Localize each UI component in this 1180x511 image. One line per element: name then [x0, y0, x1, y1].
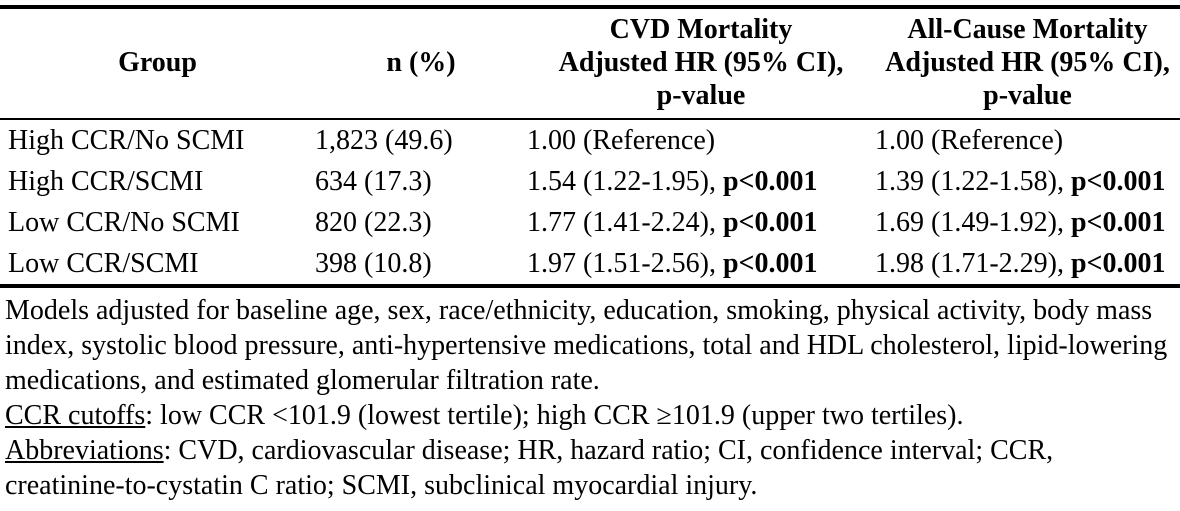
cvd-hr-cell: 1.00 (Reference) — [527, 119, 875, 161]
hr-value: 1.39 (1.22-1.58), — [875, 166, 1071, 197]
col-header-cvd-mortality: CVD Mortality Adjusted HR (95% CI), p-va… — [527, 9, 875, 120]
hr-value: 1.97 (1.51-2.56), — [527, 248, 723, 279]
allcause-hr-cell: 1.69 (1.49-1.92), p<0.001 — [875, 202, 1180, 243]
top-rule — [0, 5, 1180, 9]
col-header-all-cause-mortality: All-Cause Mortality Adjusted HR (95% CI)… — [875, 9, 1180, 120]
ccr-cutoffs-text: : low CCR <101.9 (lowest tertile); high … — [145, 400, 964, 431]
allcause-hr-cell: 1.39 (1.22-1.58), p<0.001 — [875, 161, 1180, 202]
hr-value: 1.69 (1.49-1.92), — [875, 207, 1071, 238]
group-cell: High CCR/No SCMI — [8, 125, 245, 156]
n-cell: 634 (17.3) — [315, 166, 432, 197]
allcause-hr-cell: 1.98 (1.71-2.29), p<0.001 — [875, 243, 1180, 284]
ccr-cutoffs-label: CCR cutoffs — [5, 400, 146, 431]
hr-value: 1.00 (Reference) — [875, 125, 1064, 156]
p-value: p<0.001 — [722, 166, 818, 197]
p-value: p<0.001 — [722, 207, 818, 238]
cvd-header-line2: Adjusted HR (95% CI), — [558, 47, 844, 78]
table-footnotes: Models adjusted for baseline age, sex, r… — [0, 288, 1180, 511]
p-value: p<0.001 — [722, 248, 818, 279]
p-value: p<0.001 — [1070, 207, 1166, 238]
allcause-header-line2: Adjusted HR (95% CI), — [885, 47, 1170, 78]
table-row: Low CCR/SCMI 398 (10.8) 1.97 (1.51-2.56)… — [0, 243, 1180, 284]
n-cell: 1,823 (49.6) — [315, 125, 453, 156]
p-value: p<0.001 — [1070, 248, 1166, 279]
n-cell: 398 (10.8) — [315, 248, 432, 279]
n-cell: 820 (22.3) — [315, 207, 432, 238]
results-table: Group n (%) CVD Mortality Adjusted HR (9… — [0, 9, 1180, 284]
cvd-header-line1: CVD Mortality — [609, 14, 793, 45]
hr-value: 1.54 (1.22-1.95), — [527, 166, 723, 197]
hr-value: 1.98 (1.71-2.29), — [875, 248, 1071, 279]
cvd-hr-cell: 1.97 (1.51-2.56), p<0.001 — [527, 243, 875, 284]
col-header-n: n (%) — [315, 9, 527, 120]
hr-value: 1.00 (Reference) — [527, 125, 716, 156]
cvd-header-line3: p-value — [656, 80, 746, 111]
footnote-ccr-cutoffs: CCR cutoffs: low CCR <101.9 (lowest tert… — [5, 398, 1170, 433]
cvd-hr-cell: 1.54 (1.22-1.95), p<0.001 — [527, 161, 875, 202]
allcause-hr-cell: 1.00 (Reference) — [875, 119, 1180, 161]
col-header-group: Group — [0, 9, 315, 120]
table-row: Low CCR/No SCMI 820 (22.3) 1.77 (1.41-2.… — [0, 202, 1180, 243]
abbreviations-text: : CVD, cardiovascular disease; HR, hazar… — [5, 435, 1054, 501]
footnote-abbreviations: Abbreviations: CVD, cardiovascular disea… — [5, 433, 1170, 503]
bottom-rule — [0, 284, 1180, 288]
allcause-header-line3: p-value — [983, 80, 1072, 111]
hr-value: 1.77 (1.41-2.24), — [527, 207, 723, 238]
group-cell: High CCR/SCMI — [8, 166, 204, 197]
group-cell: Low CCR/No SCMI — [8, 207, 240, 238]
abbreviations-label: Abbreviations — [5, 435, 164, 466]
group-cell: Low CCR/SCMI — [8, 248, 199, 279]
footnote-models: Models adjusted for baseline age, sex, r… — [5, 295, 1168, 396]
header-row: Group n (%) CVD Mortality Adjusted HR (9… — [0, 9, 1180, 120]
table-row: High CCR/No SCMI 1,823 (49.6) 1.00 (Refe… — [0, 119, 1180, 161]
table-row: High CCR/SCMI 634 (17.3) 1.54 (1.22-1.95… — [0, 161, 1180, 202]
cvd-hr-cell: 1.77 (1.41-2.24), p<0.001 — [527, 202, 875, 243]
p-value: p<0.001 — [1070, 166, 1166, 197]
allcause-header-line1: All-Cause Mortality — [907, 14, 1148, 45]
